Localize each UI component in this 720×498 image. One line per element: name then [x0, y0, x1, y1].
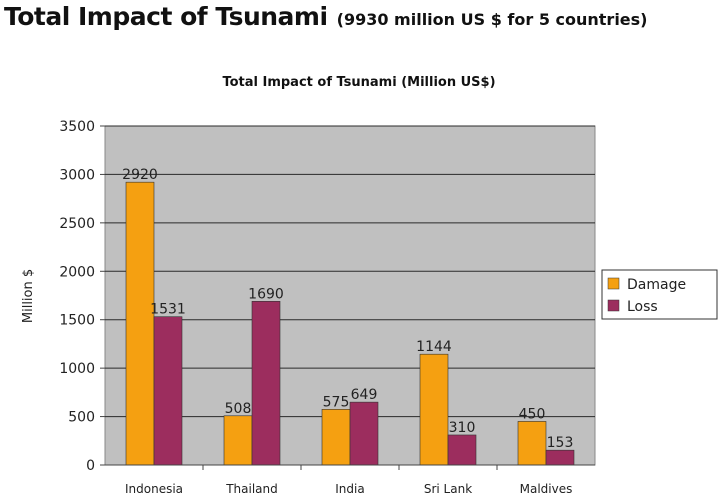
legend-label-damage: Damage: [627, 277, 686, 293]
y-tick-label: 1000: [59, 361, 95, 377]
bar-damage: [419, 353, 449, 466]
bars: [125, 181, 575, 466]
data-label-damage: 1144: [416, 339, 452, 355]
y-axis-label: Million $: [21, 269, 36, 323]
slide-title: Total Impact of Tsunami (9930 million US…: [4, 2, 648, 31]
y-tick-label: 500: [68, 410, 95, 426]
data-label-damage: 575: [323, 394, 350, 410]
x-axis-categories: Indonesia Thailand India Sri Lank Maldives: [125, 465, 572, 496]
bar-damage: [223, 415, 253, 466]
y-tick-label: 1500: [59, 313, 95, 329]
legend-label-loss: Loss: [627, 299, 658, 315]
bar-loss: [545, 449, 575, 466]
x-category-label: India: [335, 482, 364, 496]
data-label-loss: 1531: [150, 302, 186, 318]
legend-swatch-loss: [607, 299, 620, 312]
data-label-damage: 508: [225, 401, 252, 417]
y-tick-label: 2000: [59, 264, 95, 280]
legend-box: [601, 269, 718, 320]
gridlines: [105, 125, 595, 418]
x-category-label: Thailand: [225, 482, 278, 496]
legend: Damage Loss: [601, 269, 718, 320]
y-tick-label: 3000: [59, 167, 95, 183]
slide-title-main: Total Impact of Tsunami: [4, 2, 328, 31]
data-label-loss: 310: [449, 420, 476, 436]
slide-subtitle: (9930 million US $ for 5 countries): [336, 10, 648, 29]
chart-title: Total Impact of Tsunami (Million US$): [222, 75, 495, 90]
y-tick-label: 0: [86, 458, 95, 474]
bar-damage: [125, 181, 155, 466]
y-tick-label: 2500: [59, 216, 95, 232]
bar-loss: [251, 301, 281, 466]
data-label-damage: 450: [519, 406, 546, 422]
data-label-damage: 2920: [122, 167, 158, 183]
bar-damage: [517, 421, 547, 466]
x-category-label: Maldives: [520, 482, 573, 496]
bar-loss: [447, 434, 477, 466]
x-category-label: Indonesia: [125, 482, 183, 496]
bar-loss: [349, 401, 379, 466]
data-label-loss: 153: [547, 435, 574, 451]
legend-swatch-damage: [607, 277, 620, 290]
y-tick-label: 3500: [59, 119, 95, 135]
y-axis-ticks: 0 500 1000 1500 2000 2500 3000 3500: [59, 119, 105, 474]
x-category-label: Sri Lank: [424, 482, 472, 496]
bar-loss: [153, 316, 183, 466]
data-label-loss: 649: [351, 387, 378, 403]
bar-damage: [321, 409, 351, 466]
data-label-loss: 1690: [248, 286, 284, 302]
